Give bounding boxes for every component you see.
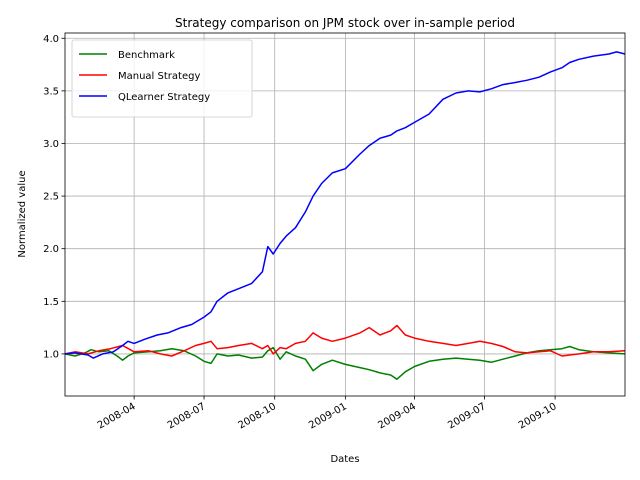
y-tick-label: 1.0 [43,349,59,360]
series-line-qlearner-strategy [64,51,626,359]
legend-label: Manual Strategy [118,71,200,82]
y-tick-label: 4.0 [43,34,59,45]
legend-box [71,39,253,118]
series-line-benchmark [64,345,626,380]
legend-label: QLearner Strategy [118,92,210,103]
y-axis-title: Normalized value [17,170,28,257]
y-tick-label: 2.5 [43,192,59,203]
y-tick-label: 2.0 [43,244,59,255]
legend: Benchmark Manual Strategy QLearner Strateg… [71,39,253,118]
x-axis-title: Dates [330,454,359,465]
chart-title: Strategy comparison on JPM stock over in… [175,16,515,30]
lines-layer [64,51,626,380]
y-tick-label: 3.0 [43,139,59,150]
y-tick-label: 3.5 [43,86,59,97]
y-tick-label: 1.5 [43,297,59,308]
legend-label: Benchmark [118,50,175,61]
series-line-manual-strategy [64,324,626,357]
